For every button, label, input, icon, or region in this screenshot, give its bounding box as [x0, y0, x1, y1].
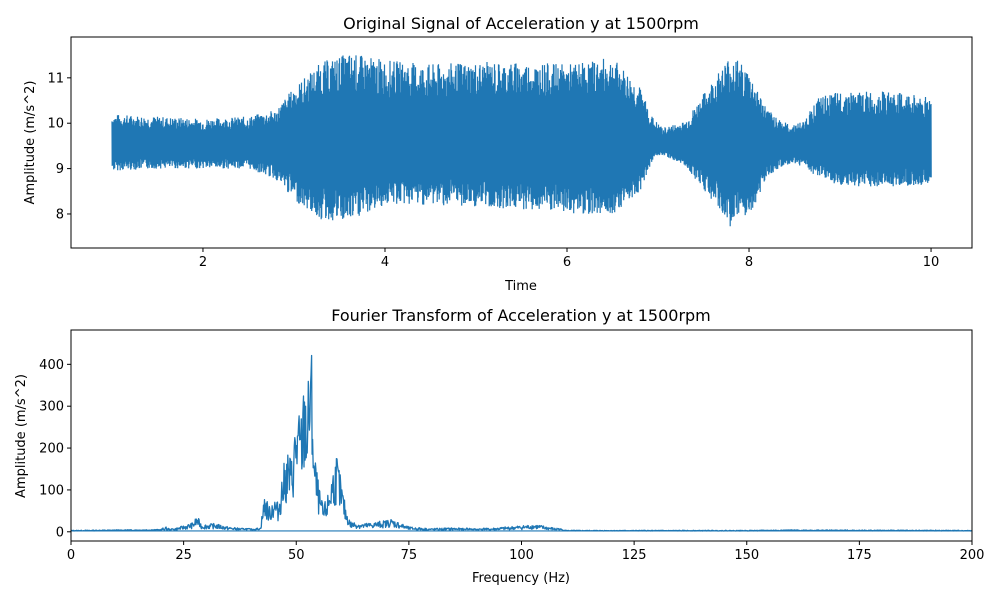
x-axis-label: Frequency (Hz): [472, 571, 570, 586]
x-axis-label: Time: [504, 279, 537, 294]
y-tick-label: 100: [39, 483, 64, 498]
x-tick-label: 175: [847, 548, 872, 563]
x-tick-label: 4: [381, 255, 389, 270]
y-tick-label: 400: [39, 358, 64, 373]
x-tick-label: 8: [745, 255, 753, 270]
x-tick-label: 100: [509, 548, 534, 563]
x-tick-label: 150: [734, 548, 759, 563]
x-tick-label: 200: [960, 548, 985, 563]
chart-title: Fourier Transform of Acceleration y at 1…: [331, 306, 711, 325]
x-tick-label: 2: [199, 255, 207, 270]
spectrum-series-line: [70, 354, 973, 532]
y-axis-ticks: 8 9 10 11: [47, 71, 71, 222]
y-axis-label: Amplitude (m/s^2): [23, 81, 38, 205]
x-tick-label: 6: [563, 255, 571, 270]
y-tick-label: 8: [56, 207, 64, 222]
chart-title: Original Signal of Acceleration y at 150…: [343, 14, 699, 33]
axes-frame: [70, 36, 973, 249]
x-tick-label: 25: [175, 548, 192, 563]
fourier-transform-chart: Fourier Transform of Acceleration y at 1…: [14, 306, 984, 586]
x-tick-label: 10: [923, 255, 940, 270]
x-axis-ticks: 0 25 50 75 100 125 150 175 200: [67, 541, 985, 563]
x-tick-label: 125: [622, 548, 647, 563]
x-tick-label: 0: [67, 548, 75, 563]
y-tick-label: 11: [47, 71, 64, 86]
y-tick-label: 9: [56, 162, 64, 177]
x-tick-label: 75: [401, 548, 418, 563]
plot-area: [111, 55, 932, 227]
y-tick-label: 300: [39, 400, 64, 415]
y-axis-label: Amplitude (m/s^2): [14, 374, 29, 498]
axes-frame: [70, 329, 973, 542]
y-tick-label: 0: [56, 525, 64, 540]
y-axis-ticks: 0 100 200 300 400: [39, 358, 71, 540]
signal-series-line: [111, 55, 932, 227]
y-tick-label: 10: [47, 117, 64, 132]
x-axis-ticks: 2 4 6 8 10: [199, 248, 939, 270]
time-signal-chart: Original Signal of Acceleration y at 150…: [23, 14, 973, 294]
y-tick-label: 200: [39, 442, 64, 457]
x-tick-label: 50: [288, 548, 305, 563]
plot-area: [70, 354, 973, 532]
